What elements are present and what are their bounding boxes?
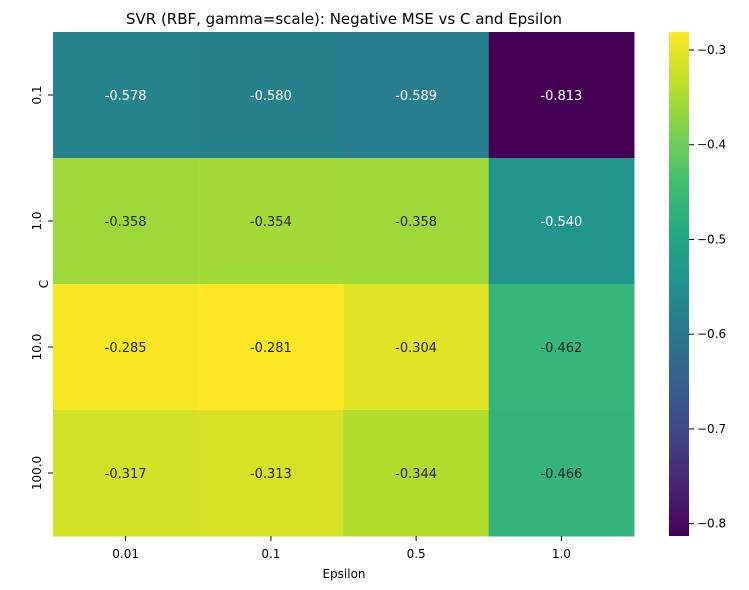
cell-value-label: -0.281	[250, 341, 292, 356]
cell-value-label: -0.313	[250, 467, 292, 482]
x-tick-label: 0.5	[407, 547, 426, 561]
heatmap-cell	[198, 158, 344, 285]
heatmap-cell	[488, 284, 635, 411]
y-tick-label: 1.0	[30, 211, 44, 230]
heatmap-cell	[53, 284, 199, 411]
x-tick-label: 0.01	[112, 547, 139, 561]
y-tick-label: 10.0	[30, 334, 44, 361]
x-axis-label: Epsilon	[322, 567, 365, 581]
heatmap-cell	[53, 158, 199, 285]
cell-value-label: -0.344	[395, 467, 437, 482]
heatmap-cell	[488, 158, 635, 285]
heatmap-cell	[53, 410, 199, 537]
cell-value-label: -0.317	[105, 467, 147, 482]
heatmap-cell	[198, 32, 344, 159]
heatmap-cell	[343, 410, 490, 537]
heatmap-cells	[53, 32, 635, 537]
heatmap-cell	[198, 410, 344, 537]
y-tick-label: 100.0	[30, 456, 44, 490]
x-tick-label: 1.0	[552, 547, 571, 561]
cell-value-label: -0.358	[395, 215, 437, 230]
colorbar-tick-label: −0.4	[697, 138, 726, 152]
colorbar-tick-label: −0.3	[697, 43, 726, 57]
colorbar-tick-label: −0.8	[697, 517, 726, 531]
heatmap-cell	[343, 158, 490, 285]
colorbar-tick-label: −0.5	[697, 232, 726, 246]
cell-value-label: -0.578	[105, 89, 147, 104]
colorbar-tick-label: −0.7	[697, 422, 726, 436]
cell-value-label: -0.540	[540, 215, 582, 230]
cell-value-label: -0.589	[395, 89, 437, 104]
heatmap-cell	[343, 284, 490, 411]
colorbar-tick-label: −0.6	[697, 327, 726, 341]
cell-value-label: -0.354	[250, 215, 292, 230]
cell-value-label: -0.304	[395, 341, 437, 356]
heatmap-cell	[343, 32, 490, 159]
colorbar-ticks: −0.3 −0.4 −0.5 −0.6 −0.7 −0.8	[689, 43, 726, 531]
x-tick-label: 0.1	[261, 547, 280, 561]
y-axis-label: C	[37, 280, 51, 288]
colorbar	[669, 32, 689, 536]
cell-value-label: -0.466	[540, 467, 582, 482]
cell-value-label: -0.358	[105, 215, 147, 230]
heatmap-cell	[488, 32, 635, 159]
cell-value-label: -0.813	[540, 89, 582, 104]
y-axis-ticks: 0.1 1.0 10.0 100.0	[30, 85, 53, 490]
y-tick-label: 0.1	[30, 85, 44, 104]
cell-value-label: -0.462	[540, 341, 582, 356]
chart-title: SVR (RBF, gamma=scale): Negative MSE vs …	[126, 10, 562, 28]
x-axis-ticks: 0.01 0.1 0.5 1.0	[112, 536, 571, 561]
cell-value-label: -0.580	[250, 89, 292, 104]
heatmap-cell-labels: -0.578 -0.580 -0.589 -0.813 -0.358 -0.354 -0.3…	[105, 89, 583, 482]
heatmap-cell	[488, 410, 635, 537]
cell-value-label: -0.285	[105, 341, 147, 356]
heatmap-cell	[198, 284, 344, 411]
heatmap-cell	[53, 32, 199, 159]
